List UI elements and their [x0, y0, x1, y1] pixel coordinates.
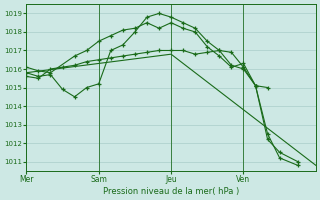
X-axis label: Pression niveau de la mer( hPa ): Pression niveau de la mer( hPa ) — [103, 187, 239, 196]
